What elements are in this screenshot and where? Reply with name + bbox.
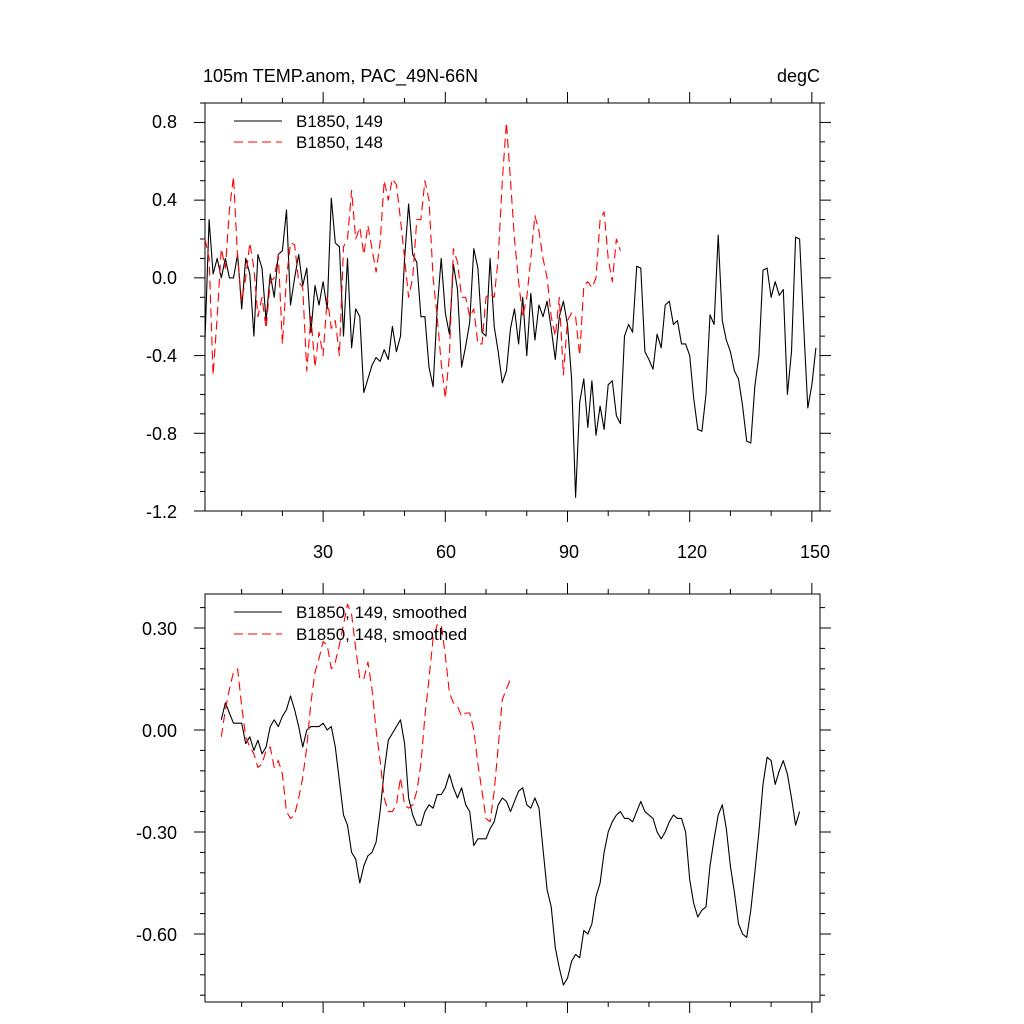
series-line-149-smoothed — [220, 695, 801, 986]
series-line-148 — [204, 121, 621, 399]
top-x-tick-labels: 30 60 90 120 150 — [313, 542, 830, 562]
x-tick-label: 30 — [313, 542, 333, 562]
series-line-148-smoothed — [220, 603, 512, 823]
y-tick-label: -1.2 — [146, 502, 177, 522]
legend-label-149-smoothed: B1850, 149, smoothed — [296, 603, 467, 622]
y-tick-label: 0.0 — [152, 268, 177, 288]
top-panel-ticks — [194, 92, 831, 522]
x-tick-label: 90 — [559, 542, 579, 562]
top-legend: B1850, 149 B1850, 148 — [234, 112, 383, 152]
top-panel-lines — [204, 121, 817, 498]
y-tick-label: -0.30 — [136, 823, 177, 843]
legend-label-149: B1850, 149 — [296, 112, 383, 131]
bottom-panel-lines — [220, 603, 801, 986]
x-tick-label: 150 — [800, 542, 830, 562]
top-y-tick-labels: 0.8 0.4 0.0 -0.4 -0.8 -1.2 — [146, 112, 177, 522]
y-tick-label: 0.4 — [152, 190, 177, 210]
y-tick-label: -0.4 — [146, 346, 177, 366]
legend-label-148-smoothed: B1850, 148, smoothed — [296, 625, 467, 644]
chart-title: 105m TEMP.anom, PAC_49N-66N — [203, 66, 478, 87]
legend-label-148: B1850, 148 — [296, 133, 383, 152]
x-tick-label: 60 — [436, 542, 456, 562]
bottom-panel-ticks — [194, 583, 831, 1013]
units-label: degC — [777, 66, 820, 86]
bottom-y-tick-labels: 0.30 0.00 -0.30 -0.60 — [136, 619, 177, 945]
y-tick-label: -0.8 — [146, 424, 177, 444]
bottom-legend: B1850, 149, smoothed B1850, 148, smoothe… — [234, 603, 467, 644]
y-tick-label: -0.60 — [136, 925, 177, 945]
y-tick-label: 0.30 — [142, 619, 177, 639]
x-tick-label: 120 — [677, 542, 707, 562]
y-tick-label: 0.8 — [152, 112, 177, 132]
bottom-panel-frame — [204, 593, 821, 1003]
y-tick-label: 0.00 — [142, 721, 177, 741]
top-panel-frame — [204, 102, 821, 512]
series-line-149 — [204, 197, 817, 498]
